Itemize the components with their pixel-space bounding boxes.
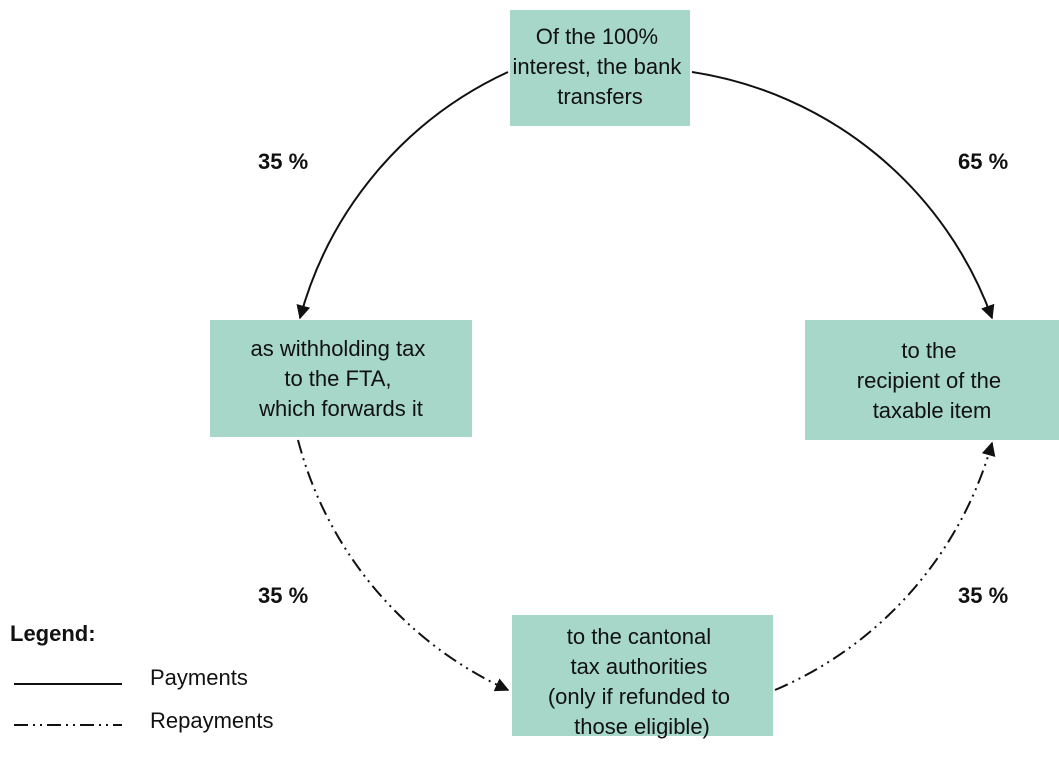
node-box xyxy=(210,320,472,437)
edge-label: 35 % xyxy=(258,583,308,608)
edge-label: 35 % xyxy=(258,149,308,174)
node-line: (only if refunded to xyxy=(548,684,730,709)
node-line: as withholding tax xyxy=(250,336,425,361)
node-box xyxy=(512,615,773,736)
node-box xyxy=(510,10,690,126)
repayment-arrow xyxy=(774,441,996,691)
node-box xyxy=(805,320,1059,440)
edge-label: 65 % xyxy=(958,149,1008,174)
payment-arrow xyxy=(296,71,509,320)
payment-arrow xyxy=(691,71,995,320)
legend-title: Legend: xyxy=(10,621,96,646)
legend-item: Payments xyxy=(150,665,248,690)
node-line: to the FTA, xyxy=(284,366,391,391)
node-line: transfers xyxy=(557,84,643,109)
edge-label: 35 % xyxy=(958,583,1008,608)
node-line: which forwards it xyxy=(258,396,423,421)
node-line: interest, the bank xyxy=(513,54,683,79)
node-line: to the cantonal xyxy=(567,624,711,649)
node-text: to the cantonal tax authorities (only if… xyxy=(548,624,736,739)
node-text: to the recipient of the taxable item xyxy=(857,338,1007,423)
legend-item: Repayments xyxy=(150,708,274,733)
node-line: tax authorities xyxy=(570,654,707,679)
repayment-arrow xyxy=(297,439,510,692)
node-line: Of the 100% xyxy=(536,24,658,49)
node-line: taxable item xyxy=(873,398,992,423)
node-text: Of the 100% interest, the bank transfers xyxy=(513,24,688,109)
node-line: those eligible) xyxy=(574,714,710,739)
node-line: to the xyxy=(901,338,956,363)
node-text: as withholding tax to the FTA, which for… xyxy=(250,336,431,421)
node-line: recipient of the xyxy=(857,368,1001,393)
